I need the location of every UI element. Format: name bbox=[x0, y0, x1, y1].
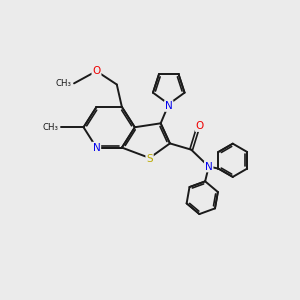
Text: CH₃: CH₃ bbox=[56, 79, 72, 88]
Text: N: N bbox=[93, 142, 100, 153]
Text: N: N bbox=[165, 101, 172, 111]
Text: CH₃: CH₃ bbox=[43, 123, 58, 132]
Text: O: O bbox=[92, 66, 101, 76]
Text: S: S bbox=[146, 154, 153, 164]
Text: N: N bbox=[205, 161, 213, 172]
Text: O: O bbox=[196, 121, 204, 131]
